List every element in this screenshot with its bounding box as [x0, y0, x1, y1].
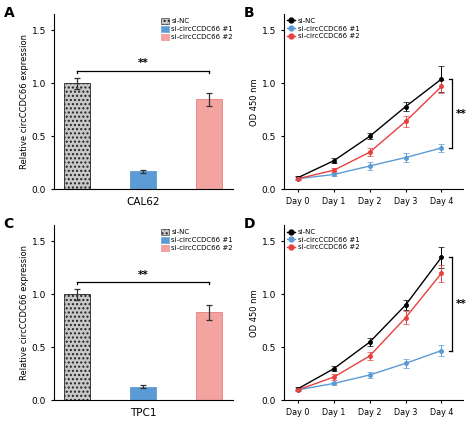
Bar — [64, 83, 90, 189]
Bar — [196, 99, 222, 189]
Bar — [64, 295, 90, 400]
Y-axis label: Relative circCCDC66 expression: Relative circCCDC66 expression — [20, 34, 29, 169]
Bar — [196, 312, 222, 400]
Text: B: B — [244, 6, 255, 20]
Y-axis label: OD 450 nm: OD 450 nm — [250, 78, 259, 126]
Text: **: ** — [456, 108, 466, 119]
Legend: si-NC, si-circCCDC66 #1, si-circCCDC66 #2: si-NC, si-circCCDC66 #1, si-circCCDC66 #… — [287, 18, 359, 40]
Legend: si-NC, si-circCCDC66 #1, si-circCCDC66 #2: si-NC, si-circCCDC66 #1, si-circCCDC66 #… — [161, 229, 233, 251]
Text: **: ** — [456, 299, 466, 309]
Text: A: A — [3, 6, 14, 20]
X-axis label: CAL62: CAL62 — [127, 197, 160, 207]
Y-axis label: OD 450 nm: OD 450 nm — [250, 289, 259, 337]
Y-axis label: Relative circCCDC66 expression: Relative circCCDC66 expression — [20, 246, 29, 380]
Text: D: D — [244, 217, 255, 231]
Legend: si-NC, si-circCCDC66 #1, si-circCCDC66 #2: si-NC, si-circCCDC66 #1, si-circCCDC66 #… — [161, 18, 233, 40]
X-axis label: TPC1: TPC1 — [130, 408, 156, 418]
Text: C: C — [3, 217, 14, 231]
Legend: si-NC, si-circCCDC66 #1, si-circCCDC66 #2: si-NC, si-circCCDC66 #1, si-circCCDC66 #… — [287, 229, 359, 250]
Text: **: ** — [138, 269, 149, 280]
Bar — [130, 387, 156, 400]
Bar — [130, 171, 156, 189]
Text: **: ** — [138, 59, 149, 68]
